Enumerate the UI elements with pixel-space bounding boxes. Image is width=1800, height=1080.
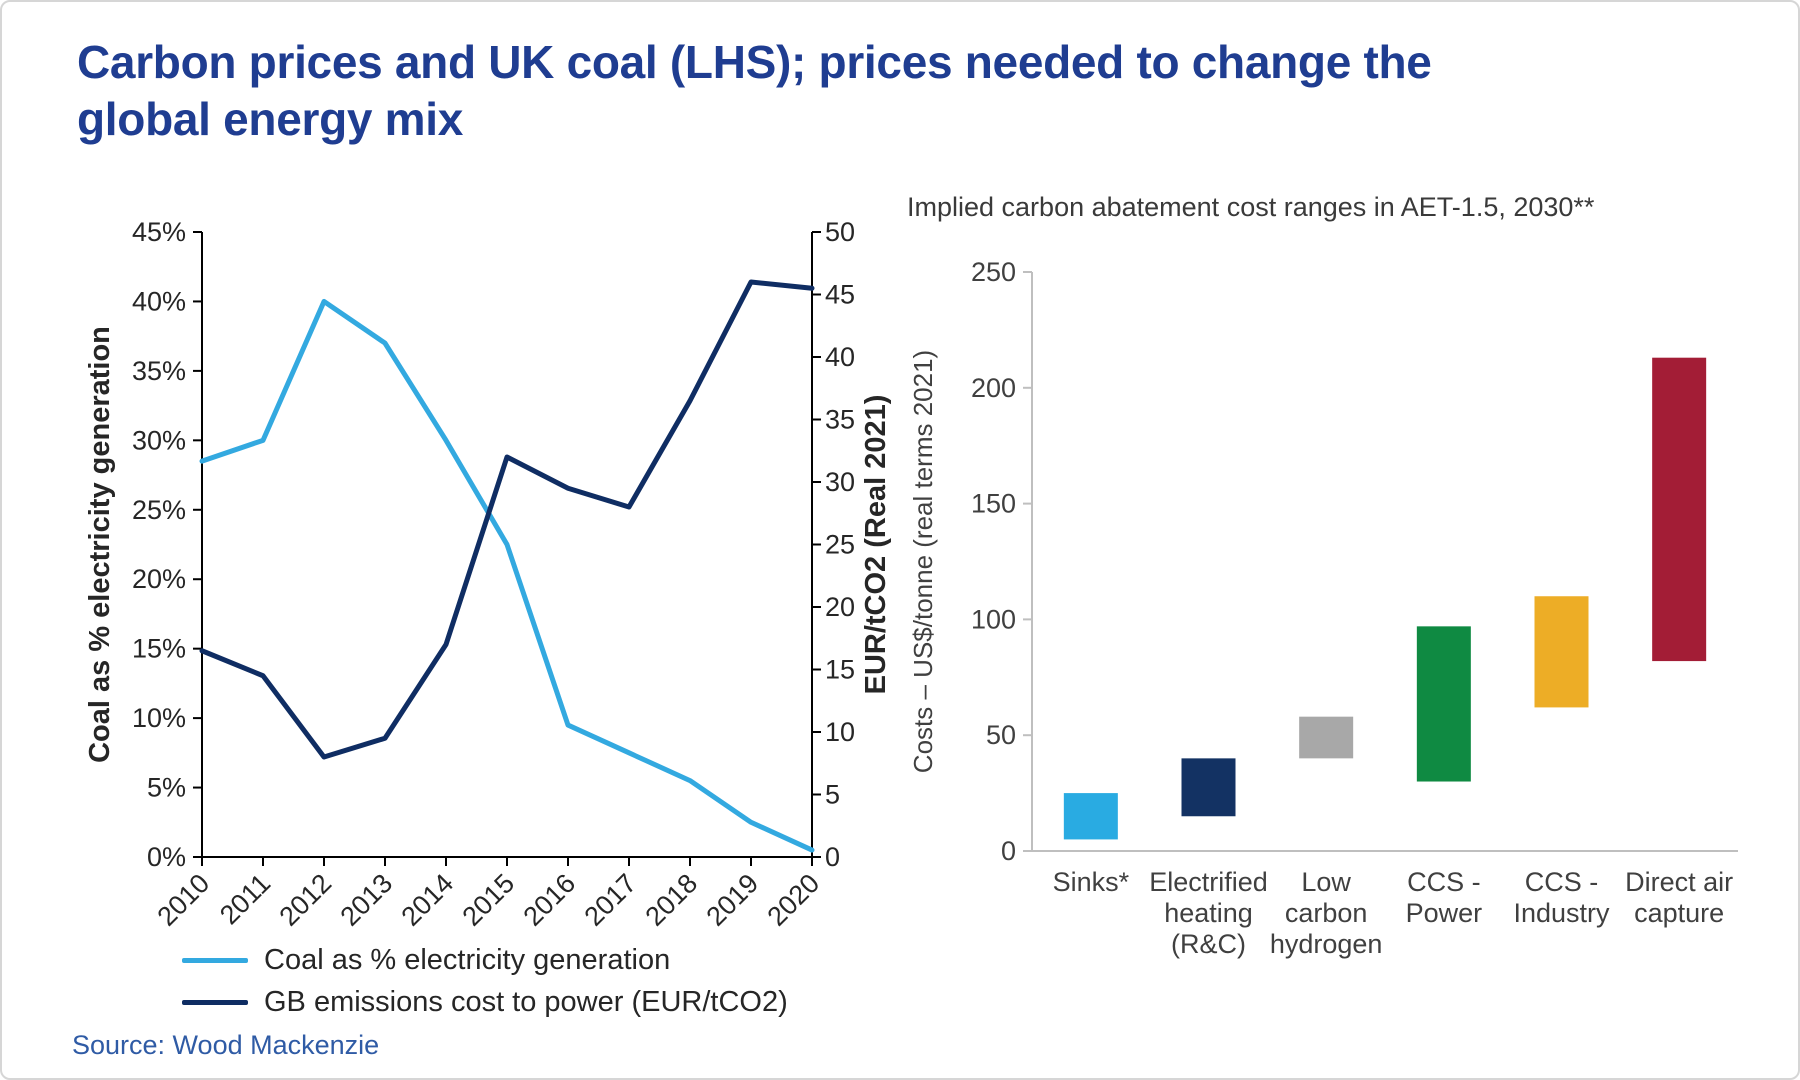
bar-chart: 0 50 100 150 200 250 Sinks* Electrified heating(… xyxy=(902,237,1792,1037)
right-axis-tick-label: 35 xyxy=(825,405,855,435)
range-bar-0 xyxy=(1063,793,1118,840)
source-text: Source: Wood Mackenzie xyxy=(72,1030,380,1060)
range-bar-1 xyxy=(1181,758,1236,817)
page-title: Carbon prices and UK coal (LHS); prices … xyxy=(77,34,1697,148)
y-axis-tick-label: 150 xyxy=(971,489,1016,519)
y-axis-tick-label: 50 xyxy=(986,720,1016,750)
x-axis-tick-label: 2010 xyxy=(152,868,216,932)
x-axis-tick-label: 2011 xyxy=(214,868,276,930)
category-label: heating xyxy=(1164,898,1253,928)
x-axis-tick-label: 2018 xyxy=(640,868,704,932)
left-axis-tick-label: 30% xyxy=(132,425,186,455)
category-label: Direct air xyxy=(1625,867,1733,897)
right-axis-tick-label: 45 xyxy=(825,280,855,310)
category-label: Sinks* xyxy=(1053,867,1130,897)
category-label: (R&C) xyxy=(1171,929,1246,959)
line-chart-svg: 0% 5% 10% 15% 20% 25% 30% 35% 40% 45% 0 5 10 15 20 25 30… xyxy=(84,217,892,932)
bar-chart-svg: 0 50 100 150 200 250 Sinks* Electrifiedheating(… xyxy=(908,257,1738,959)
emissions-cost-line-swatch xyxy=(182,1000,248,1005)
y-axis-tick-label: 0 xyxy=(1001,836,1016,866)
x-axis-tick-label: 2012 xyxy=(274,868,338,932)
left-axis-tick-label: 15% xyxy=(132,634,186,664)
category-label: Low xyxy=(1301,867,1351,897)
right-axis-tick-label: 5 xyxy=(825,780,840,810)
category-label: CCS - xyxy=(1525,867,1599,897)
range-bar-4 xyxy=(1534,596,1589,708)
left-axis-tick-label: 20% xyxy=(132,564,186,594)
legend-label-coal: Coal as % electricity generation xyxy=(264,944,671,976)
category-label: CCS - xyxy=(1407,867,1481,897)
line-chart: 0% 5% 10% 15% 20% 25% 30% 35% 40% 45% 0 5 10 15 20 25 30… xyxy=(57,212,907,982)
left-axis-tick-label: 35% xyxy=(132,356,186,386)
legend-item-emissions-cost: GB emissions cost to power (EUR/tCO2) xyxy=(182,986,788,1019)
page-title-line2: global energy mix xyxy=(77,93,464,146)
y-axis-tick-label: 100 xyxy=(971,604,1016,634)
left-axis-tick-label: 25% xyxy=(132,495,186,525)
right-axis-tick-label: 50 xyxy=(825,217,855,247)
line-chart-legend: Coal as % electricity generation GB emis… xyxy=(182,944,788,1019)
right-axis-tick-label: 25 xyxy=(825,530,855,560)
x-axis-tick-label: 2014 xyxy=(396,868,460,932)
right-axis-tick-label: 0 xyxy=(825,842,840,872)
legend-label-emissions-cost: GB emissions cost to power (EUR/tCO2) xyxy=(264,986,788,1018)
x-axis-tick-label: 2017 xyxy=(579,868,643,932)
right-axis-title: EUR/tCO2 (Real 2021) xyxy=(860,395,892,695)
range-bar-3 xyxy=(1416,626,1471,782)
left-axis-tick-label: 40% xyxy=(132,286,186,316)
x-axis-tick-label: 2016 xyxy=(518,868,582,932)
series-line-emissions-cost xyxy=(199,279,815,760)
right-axis-tick-label: 20 xyxy=(825,592,855,622)
x-axis-tick-label: 2020 xyxy=(762,868,826,932)
left-axis-tick-label: 0% xyxy=(147,842,186,872)
legend-item-coal: Coal as % electricity generation xyxy=(182,944,788,977)
y-axis-tick-label: 250 xyxy=(971,257,1016,287)
left-axis-tick-label: 5% xyxy=(147,773,186,803)
category-label: hydrogen xyxy=(1270,929,1383,959)
category-label: Power xyxy=(1406,898,1483,928)
bar-y-axis-title: Costs – US$/tonne (real terms 2021) xyxy=(908,350,938,773)
range-bar-2 xyxy=(1299,716,1354,759)
page-title-line1: Carbon prices and UK coal (LHS); prices … xyxy=(77,36,1432,88)
left-axis-title: Coal as % electricity generation xyxy=(84,326,116,763)
category-label: Electrified xyxy=(1149,867,1268,897)
right-axis-tick-label: 10 xyxy=(825,717,855,747)
category-label: Industry xyxy=(1513,898,1610,928)
y-axis-tick-label: 200 xyxy=(971,373,1016,403)
coal-line-swatch xyxy=(182,958,248,963)
right-axis-tick-label: 15 xyxy=(825,655,855,685)
category-label: capture xyxy=(1634,898,1724,928)
left-axis-tick-label: 10% xyxy=(132,703,186,733)
right-axis-tick-label: 40 xyxy=(825,342,855,372)
right-axis-tick-label: 30 xyxy=(825,467,855,497)
series-line-coal xyxy=(199,298,815,853)
left-axis-tick-label: 45% xyxy=(132,217,186,247)
range-bar-5 xyxy=(1652,357,1707,662)
bar-chart-title: Implied carbon abatement cost ranges in … xyxy=(907,192,1595,222)
x-axis-tick-label: 2015 xyxy=(457,868,521,932)
category-label: carbon xyxy=(1285,898,1368,928)
x-axis-tick-label: 2019 xyxy=(701,868,765,932)
x-axis-tick-label: 2013 xyxy=(335,868,399,932)
